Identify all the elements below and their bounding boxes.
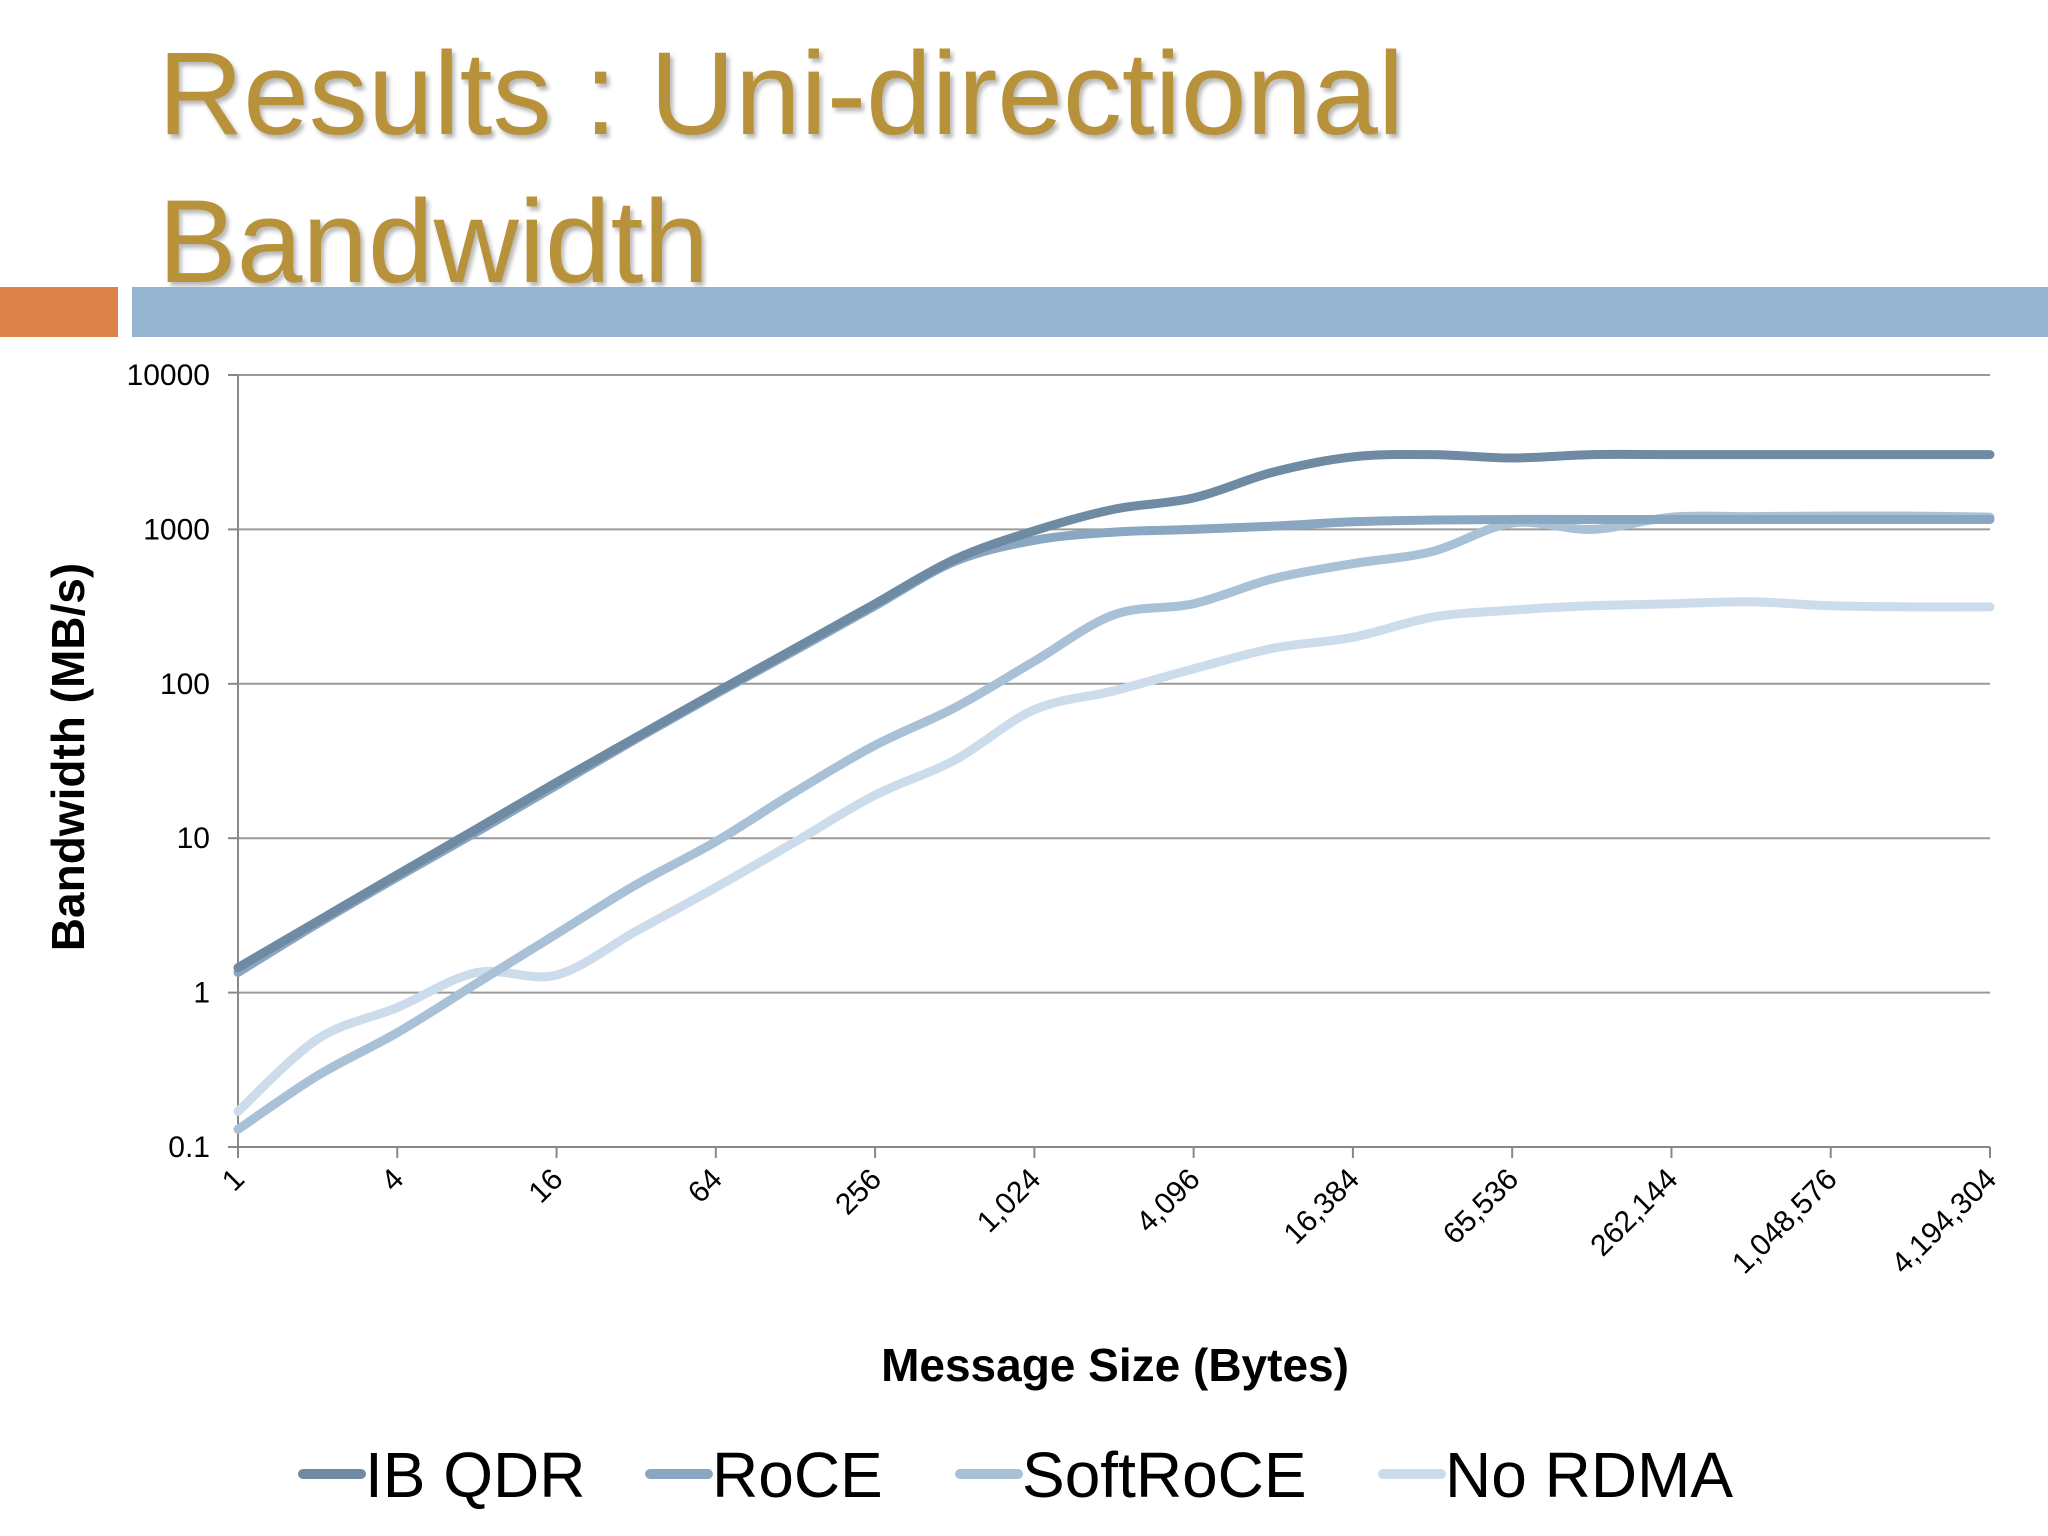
- x-tick-label: 4,194,304: [1885, 1163, 2003, 1281]
- series-line-roce: [233, 514, 1995, 977]
- y-axis-title: Bandwidth (MB/s): [42, 563, 94, 951]
- x-tick-label: 16,384: [1278, 1163, 1366, 1251]
- series-layer: [233, 449, 1995, 1134]
- x-axis-title: Message Size (Bytes): [881, 1339, 1349, 1391]
- legend-label-roce: RoCE: [712, 1439, 883, 1511]
- legend-label-no-rdma: No RDMA: [1445, 1439, 1733, 1511]
- accent-bar-orange: [0, 287, 118, 337]
- slide-title: Results : Uni-directional Bandwidth: [158, 28, 1405, 308]
- y-tick-label: 1000: [143, 513, 210, 546]
- y-tick-label: 1: [193, 977, 210, 1010]
- legend-label-softroce: SoftRoCE: [1022, 1439, 1307, 1511]
- grid-layer: [238, 374, 1990, 994]
- accent-bar-blue: [132, 287, 2048, 337]
- x-tick-label: 1,048,576: [1726, 1163, 1844, 1281]
- legend-label-ib-qdr: IB QDR: [365, 1439, 585, 1511]
- legend: IB QDR RoCE SoftRoCE No RDMA: [298, 1439, 1733, 1511]
- x-tick-label: 65,536: [1437, 1163, 1525, 1251]
- y-tick-label: 0.1: [168, 1131, 210, 1164]
- x-tick-label: 1: [216, 1163, 251, 1198]
- x-tick-label: 4,096: [1130, 1163, 1206, 1239]
- y-tick-label: 10000: [127, 359, 210, 392]
- x-tick-label: 4: [375, 1163, 410, 1198]
- x-tick-label: 256: [829, 1163, 888, 1222]
- series-line-no-rdma: [233, 597, 1995, 1116]
- x-tick-label: 262,144: [1584, 1163, 1684, 1263]
- x-tick-label: 1,024: [971, 1163, 1047, 1239]
- y-tick-label: 10: [177, 822, 210, 855]
- x-tick-label: 16: [523, 1163, 570, 1210]
- series-line-ib-qdr: [233, 449, 1995, 973]
- x-tick-label: 64: [682, 1163, 729, 1210]
- y-tick-label: 100: [160, 668, 210, 701]
